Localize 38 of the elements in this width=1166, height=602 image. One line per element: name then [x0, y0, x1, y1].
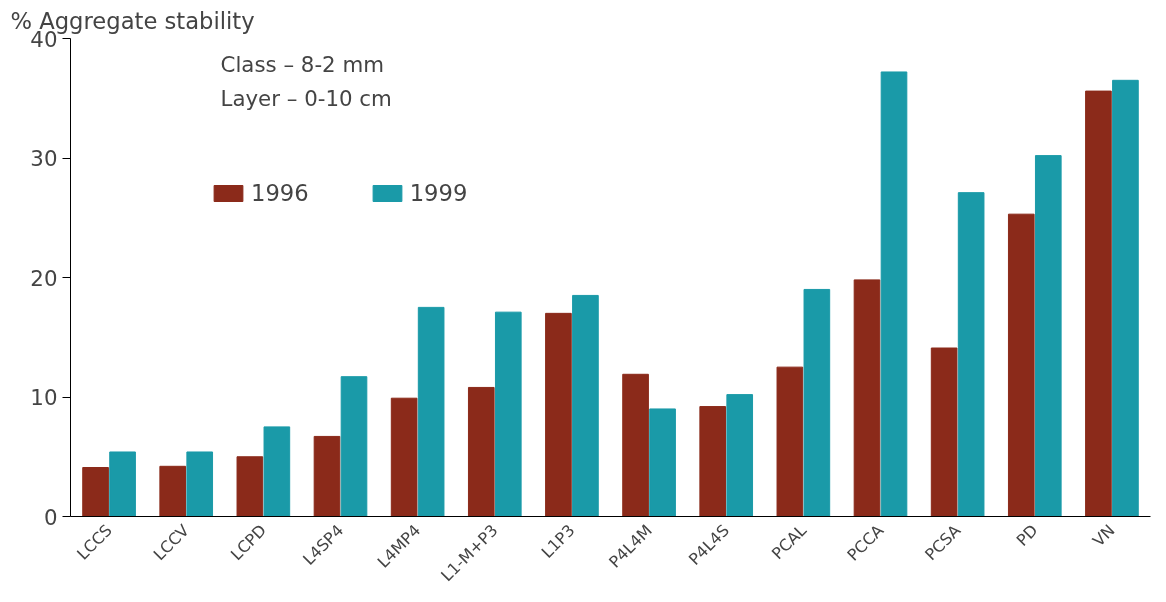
bar	[545, 312, 572, 517]
bar	[699, 406, 727, 517]
y-tick-label: 20	[30, 265, 58, 291]
bar	[930, 347, 958, 517]
bar	[649, 408, 676, 517]
y-tick-label: 0	[43, 504, 58, 530]
bar	[340, 376, 368, 517]
bar	[776, 366, 804, 517]
bar	[1034, 155, 1062, 517]
y-tick-label: 30	[30, 146, 58, 171]
bar	[572, 294, 599, 517]
bar	[82, 467, 109, 517]
bar	[880, 71, 908, 517]
bar	[726, 394, 754, 517]
x-tick-label: VN	[1089, 520, 1119, 551]
bar	[186, 451, 214, 517]
x-tick-label: PD	[1012, 520, 1042, 550]
legend-label: 1999	[409, 180, 468, 206]
bar	[390, 397, 418, 517]
bar	[159, 465, 187, 517]
bar	[263, 426, 291, 517]
bar	[622, 373, 649, 517]
bar	[109, 451, 136, 517]
bar	[1085, 90, 1112, 517]
annotation: Layer – 0-10 cm	[220, 85, 392, 111]
bar	[957, 192, 985, 517]
bar	[494, 311, 522, 517]
bar	[236, 456, 264, 517]
annotation: Class – 8-2 mm	[220, 51, 385, 77]
bar	[313, 435, 341, 517]
bar	[467, 386, 495, 517]
y-tick-label: 10	[30, 385, 58, 410]
legend-label: 1996	[251, 180, 309, 206]
bar	[853, 279, 881, 517]
bar	[803, 288, 831, 517]
bar	[1007, 213, 1035, 517]
bar	[1112, 79, 1139, 517]
bar	[417, 306, 445, 517]
